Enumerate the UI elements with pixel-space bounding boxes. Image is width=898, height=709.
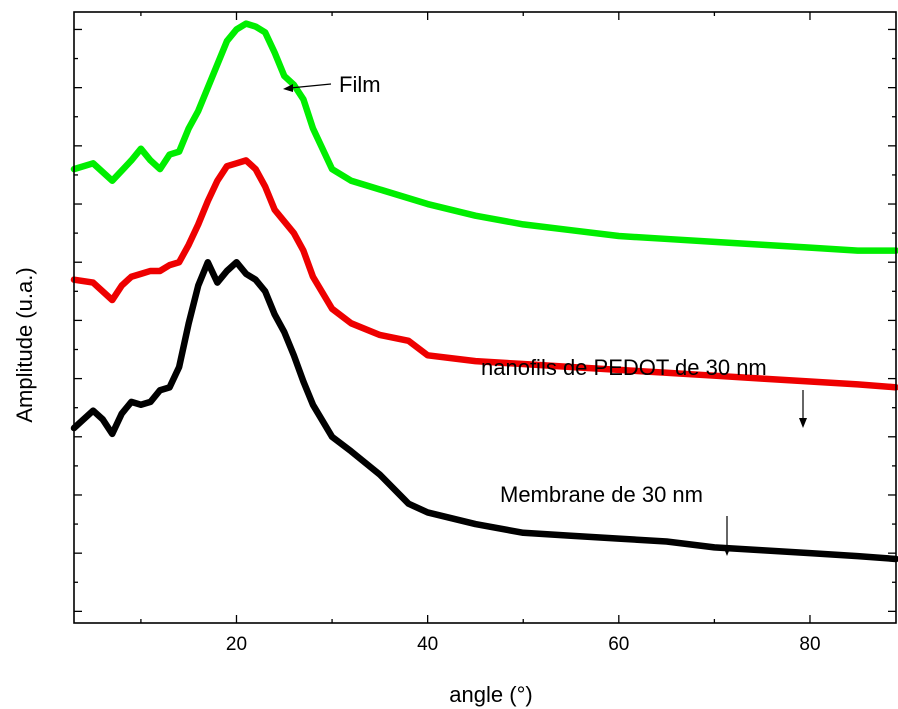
series-layer bbox=[70, 20, 898, 563]
x-tick-label-80: 80 bbox=[799, 634, 820, 655]
y-ticks bbox=[74, 28, 896, 613]
x-tick-label-60: 60 bbox=[608, 634, 629, 655]
y-axis-label: Amplitude (u.a.) bbox=[12, 267, 37, 422]
annotation-nanofils-arrowhead bbox=[799, 418, 807, 428]
x-tick-label-40: 40 bbox=[417, 634, 438, 655]
annotation-membrane-arrowhead bbox=[723, 546, 731, 556]
x-tick-label-20: 20 bbox=[226, 634, 247, 655]
plot-frame bbox=[73, 11, 897, 624]
series-line-0 bbox=[70, 20, 898, 254]
annotation-film-text: Film bbox=[339, 72, 381, 97]
annotation-film: Film bbox=[283, 72, 381, 97]
annotation-membrane-text: Membrane de 30 nm bbox=[500, 482, 703, 507]
annotation-nanofils: nanofils de PEDOT de 30 nm bbox=[481, 355, 807, 428]
x-ticks: 20 40 60 80 bbox=[140, 12, 821, 655]
annotation-nanofils-text: nanofils de PEDOT de 30 nm bbox=[481, 355, 767, 380]
annotation-film-arrowhead bbox=[283, 84, 293, 92]
series-line-2 bbox=[70, 258, 898, 563]
annotation-membrane: Membrane de 30 nm bbox=[500, 482, 731, 556]
series-line-1 bbox=[70, 157, 898, 391]
x-axis-label: angle (°) bbox=[449, 682, 532, 707]
annotation-film-arrow bbox=[289, 83, 332, 89]
